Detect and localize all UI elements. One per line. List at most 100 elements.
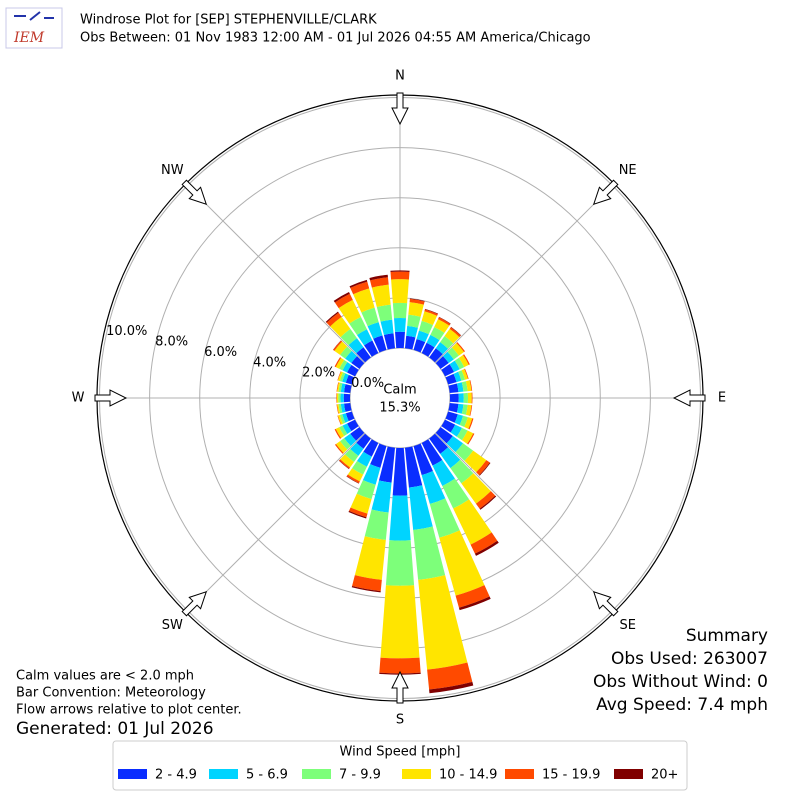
bar-segment bbox=[338, 403, 343, 414]
bar-segment bbox=[349, 279, 368, 288]
bar-segment bbox=[427, 662, 473, 690]
bar-segment bbox=[348, 510, 367, 519]
spoke bbox=[185, 433, 365, 613]
bar-segment bbox=[456, 427, 468, 441]
bar-segment bbox=[390, 271, 410, 280]
bar-segment bbox=[362, 464, 381, 485]
bar-segment bbox=[347, 468, 364, 482]
bar-segment bbox=[347, 419, 359, 432]
calm-value: 15.3% bbox=[379, 401, 420, 416]
bar-segment bbox=[344, 384, 352, 394]
bar-segment bbox=[333, 340, 343, 351]
r-tick-label: 4.0% bbox=[253, 355, 286, 370]
bar-segment bbox=[455, 443, 474, 461]
bar-segment bbox=[340, 454, 355, 468]
bar-segment bbox=[385, 540, 415, 586]
chart-title: Windrose Plot for [SEP] STEPHENVILLE/CLA… bbox=[80, 13, 377, 28]
bar-segment bbox=[393, 317, 407, 332]
bar-segment bbox=[343, 393, 351, 403]
compass-label: NE bbox=[619, 163, 637, 178]
bar-segment bbox=[339, 459, 351, 469]
legend: Wind Speed [mph] bbox=[112, 740, 688, 791]
bar-segment bbox=[469, 405, 473, 416]
bar-segment bbox=[467, 433, 475, 445]
bar-segment bbox=[389, 495, 411, 541]
bar-segment bbox=[404, 446, 423, 488]
bar-segment bbox=[424, 308, 439, 315]
bar-segment bbox=[337, 404, 341, 414]
r-tick-label: 6.0% bbox=[204, 345, 237, 360]
bar-segment bbox=[336, 393, 337, 403]
bar-segment bbox=[479, 495, 497, 510]
bar-segment bbox=[474, 540, 499, 556]
bar-segment bbox=[337, 414, 344, 425]
bar-segment bbox=[451, 342, 464, 356]
bar-segment bbox=[334, 443, 344, 454]
bar-segment bbox=[444, 328, 460, 344]
bar-segment bbox=[430, 326, 445, 341]
bar-segment bbox=[373, 335, 387, 353]
bar-segment bbox=[468, 418, 474, 430]
legend-label: 15 - 19.9 bbox=[542, 768, 600, 783]
legend-swatch bbox=[505, 769, 534, 779]
bar-segment bbox=[435, 427, 453, 444]
bar-segment bbox=[409, 298, 425, 305]
bar-segment bbox=[450, 326, 462, 336]
bar-segment bbox=[361, 307, 379, 327]
bar-segment bbox=[438, 316, 451, 324]
bar-segment bbox=[342, 423, 352, 434]
bar-segment bbox=[434, 319, 450, 333]
flow-arrow bbox=[391, 92, 409, 126]
bar-segment bbox=[339, 359, 348, 371]
bar-segment bbox=[467, 392, 472, 404]
bar-segment bbox=[471, 392, 473, 404]
bar-segment bbox=[342, 413, 349, 423]
bar-segment bbox=[370, 443, 387, 468]
bar-segment bbox=[338, 299, 361, 324]
bar-segment bbox=[367, 322, 383, 339]
bar-segment bbox=[421, 342, 435, 357]
bar-segment bbox=[356, 347, 371, 363]
bar-segment bbox=[371, 284, 391, 308]
bar-segment bbox=[479, 462, 491, 476]
bar-segment bbox=[333, 292, 350, 303]
bar-segment bbox=[458, 370, 466, 381]
bar-segment bbox=[450, 424, 462, 437]
bar-segment bbox=[378, 446, 396, 483]
flow-arrow bbox=[181, 179, 208, 206]
bar-segment bbox=[379, 657, 421, 674]
spoke bbox=[435, 183, 615, 363]
bar-segment bbox=[456, 342, 466, 353]
bar-segment bbox=[363, 439, 379, 457]
legend-label: 20+ bbox=[651, 768, 678, 783]
logo-frame bbox=[5, 7, 63, 49]
chart-subtitle: Obs Between: 01 Nov 1983 12:00 AM - 01 J… bbox=[80, 31, 591, 46]
bar-segment bbox=[353, 288, 375, 313]
bar-segment bbox=[339, 425, 348, 437]
bar-segment bbox=[429, 433, 449, 454]
bar-segment bbox=[340, 403, 346, 413]
compass-label: SE bbox=[619, 618, 635, 633]
bar-segment bbox=[456, 403, 464, 414]
bar-segment bbox=[469, 380, 473, 391]
bar-segment bbox=[342, 373, 349, 383]
compass-label: S bbox=[396, 713, 404, 728]
bar-segment bbox=[442, 478, 470, 509]
bar-segment bbox=[407, 314, 421, 328]
bar-segment bbox=[336, 404, 339, 414]
bar-segment bbox=[429, 681, 474, 694]
summary-line: Obs Used: 263007 bbox=[611, 649, 768, 669]
bar-segment bbox=[338, 460, 350, 470]
bar-segment bbox=[426, 334, 440, 348]
bar-segment bbox=[336, 393, 339, 403]
bar-segment bbox=[334, 428, 342, 439]
bar-segment bbox=[395, 331, 405, 349]
summary-line: Summary bbox=[686, 626, 768, 646]
bar-segment bbox=[391, 279, 409, 304]
bar-segment bbox=[439, 530, 485, 596]
bar-segment bbox=[461, 404, 468, 415]
logo: IEM bbox=[5, 7, 63, 49]
bar-segment bbox=[454, 414, 464, 425]
bar-segment bbox=[334, 357, 342, 368]
bar-segment bbox=[342, 362, 352, 373]
